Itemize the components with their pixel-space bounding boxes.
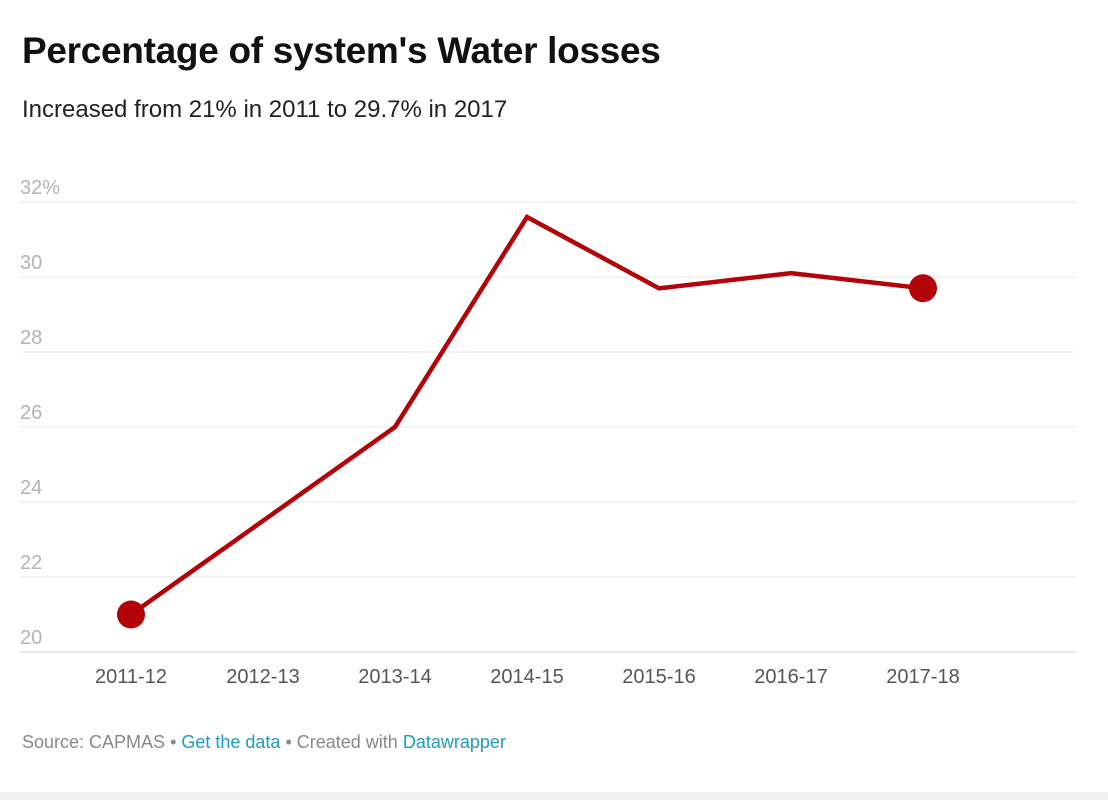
series-line-path: [129, 214, 924, 617]
gridlines: [20, 201, 1076, 653]
x-tick-label: 2016-17: [754, 666, 827, 688]
y-axis-labels: 20 22 24 26 28 30 32%: [20, 177, 60, 649]
x-tick-label: 2011-12: [95, 666, 167, 688]
datawrapper-link[interactable]: Datawrapper: [402, 732, 506, 752]
x-axis-labels: 2011-12 2012-13 2013-14 2014-15 2015-16 2016-…: [95, 666, 960, 688]
x-tick-label: 2017-18: [886, 666, 959, 688]
series-line: [129, 214, 924, 617]
x-tick-label: 2013-14: [358, 666, 431, 688]
y-tick-label: 26: [20, 402, 42, 424]
data-points: [117, 274, 937, 629]
separator: •: [165, 732, 182, 752]
get-data-link[interactable]: Get the data: [181, 732, 281, 752]
x-tick-label: 2012-13: [226, 666, 299, 688]
y-tick-label: 20: [20, 627, 42, 649]
source-text: Source: CAPMAS: [22, 732, 166, 752]
x-tick-label: 2015-16: [622, 666, 695, 688]
y-tick-label: 32%: [20, 177, 60, 199]
data-point-marker: [117, 600, 145, 629]
y-tick-label: 28: [20, 327, 42, 349]
y-tick-label: 24: [20, 477, 42, 499]
created-with-text: Created with: [296, 732, 398, 752]
chart-title: Percentage of system's Water losses: [22, 30, 661, 71]
separator: •: [280, 732, 297, 752]
y-tick-label: 22: [20, 552, 42, 574]
y-tick-label: 30: [20, 252, 42, 274]
x-tick-label: 2014-15: [490, 666, 563, 688]
data-point-marker: [909, 274, 937, 303]
chart-subtitle: Increased from 21% in 2011 to 29.7% in 2…: [22, 96, 508, 123]
footer: Source: CAPMAS • Get the data • Created …: [22, 732, 506, 753]
